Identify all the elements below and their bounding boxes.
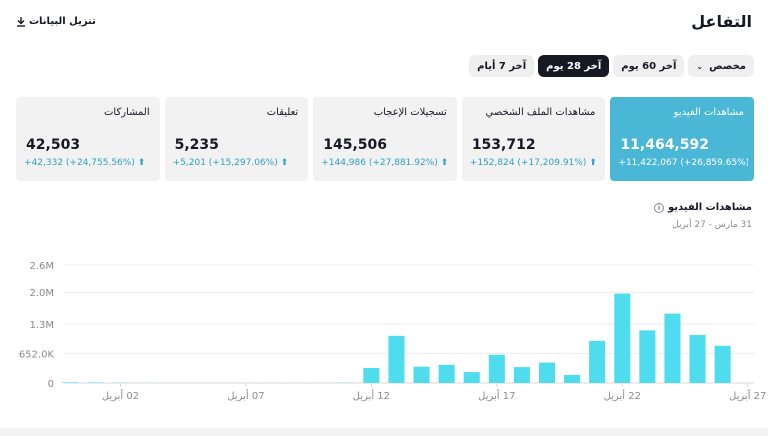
bar[interactable]	[664, 313, 681, 383]
chart-title: مشاهدات الفيديو i	[653, 202, 752, 213]
bar[interactable]	[463, 372, 480, 383]
card-change: +5,201 (+15,297.06%) ⬆	[172, 158, 289, 168]
bar[interactable]	[589, 340, 606, 383]
date-range-selector: آخر 7 أيام آخر 28 يوم آخر 60 يوم مخصص ⌄	[469, 55, 754, 77]
card-profile-views[interactable]: مشاهدات الملف الشخصي 153,712 +152,824 (+…	[461, 97, 606, 181]
y-tick-label: 652.0K	[19, 349, 55, 360]
range-last-7-days[interactable]: آخر 7 أيام	[469, 55, 535, 77]
card-value: 11,464,592	[620, 137, 709, 153]
footer-divider	[0, 428, 768, 436]
card-label: تسجيلات الإعجاب	[373, 107, 447, 118]
card-video-views[interactable]: مشاهدات الفيديو 11,464,592 +11,422,067 (…	[610, 97, 754, 181]
x-tick-label: 17 أبريل	[478, 389, 515, 402]
card-value: 145,506	[323, 137, 387, 153]
bar[interactable]	[413, 366, 430, 383]
x-tick-label: 22 أبريل	[604, 389, 641, 402]
bar[interactable]	[388, 335, 405, 383]
range-custom-dropdown[interactable]: مخصص ⌄	[688, 55, 754, 77]
card-likes[interactable]: تسجيلات الإعجاب 145,506 +144,986 (+27,88…	[313, 97, 457, 181]
chevron-down-icon: ⌄	[696, 61, 704, 71]
card-comments[interactable]: تعليقات 5,235 +5,201 (+15,297.06%) ⬆	[164, 97, 309, 181]
bar[interactable]	[87, 382, 104, 383]
download-data-button[interactable]: تنزيل البيانات	[16, 16, 96, 27]
bar[interactable]	[438, 364, 455, 383]
bar[interactable]	[614, 293, 631, 383]
bar[interactable]	[62, 382, 79, 383]
bar[interactable]	[513, 367, 530, 383]
x-tick-label: 27 أبريل	[729, 389, 766, 402]
bar[interactable]	[639, 330, 656, 383]
card-change: +152,824 (+17,209.91%) ⬆	[469, 158, 597, 168]
y-tick-label: 1.3M	[29, 320, 54, 331]
y-tick-label: 2.6M	[29, 261, 54, 272]
card-value: 42,503	[26, 137, 81, 153]
bar[interactable]	[564, 374, 581, 383]
info-icon[interactable]: i	[653, 202, 664, 213]
bar[interactable]	[488, 354, 505, 383]
header: التفاعل تنزيل البيانات	[0, 0, 768, 44]
card-shares[interactable]: المشاركات 42,503 +42,332 (+24,755.56%) ⬆	[16, 97, 160, 181]
range-last-60-days[interactable]: آخر 60 يوم	[613, 55, 685, 77]
card-label: تعليقات	[266, 107, 299, 118]
card-change: +144,986 (+27,881.92%) ⬆	[321, 158, 449, 168]
y-tick-label: 2.0M	[29, 288, 54, 299]
card-change: +42,332 (+24,755.56%) ⬆	[24, 158, 146, 168]
x-tick-label: 07 أبريل	[227, 389, 264, 402]
card-value: 153,712	[471, 137, 536, 153]
chart-date-range: 31 مارس - 27 أبريل	[672, 220, 752, 230]
page-title: التفاعل	[691, 12, 752, 31]
download-icon	[17, 17, 25, 27]
card-change: +11,422,067 (+26,859.65%) ⬆	[618, 158, 749, 168]
card-value: 5,235	[174, 137, 219, 153]
video-views-chart: 0 652.0K 1.3M 2.0M 2.6M 02 أبريل 07 أبريل 12 أب…	[19, 261, 767, 402]
card-label: مشاهدات الملف الشخصي	[485, 107, 596, 118]
download-label: تنزيل البيانات	[29, 16, 96, 27]
card-label: المشاركات	[104, 107, 150, 118]
bar[interactable]	[538, 362, 556, 383]
bar[interactable]	[714, 345, 731, 383]
range-last-28-days[interactable]: آخر 28 يوم	[538, 55, 610, 77]
card-label: مشاهدات الفيديو	[673, 107, 744, 118]
y-tick-label: 0	[48, 379, 54, 390]
x-tick-label: 12 أبريل	[353, 389, 390, 402]
x-tick-label: 02 أبريل	[102, 389, 139, 402]
bar[interactable]	[363, 368, 380, 383]
bar[interactable]	[689, 334, 706, 383]
metric-cards: مشاهدات الفيديو 11,464,592 +11,422,067 (…	[16, 97, 754, 181]
